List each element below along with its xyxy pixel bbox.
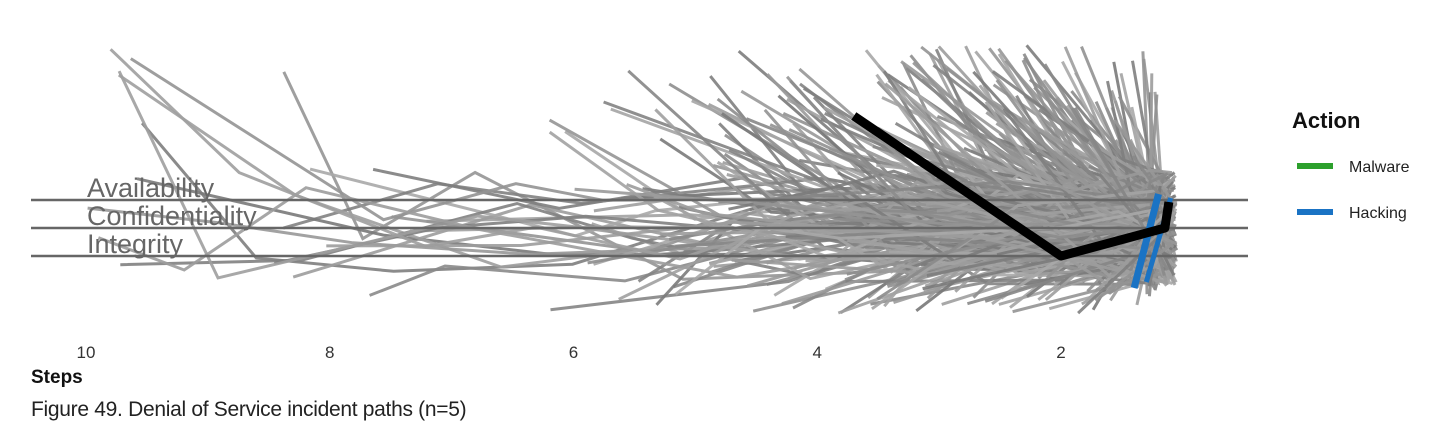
- highlighted-incident-path: [851, 112, 1174, 261]
- category-label-availability: Availability: [87, 173, 215, 203]
- background-path: [326, 220, 1167, 272]
- highlighted-path: [851, 112, 1174, 289]
- background-paths: [87, 44, 1179, 315]
- category-label-integrity: Integrity: [87, 229, 184, 259]
- x-axis-ticks: 10 8 6 4 2: [77, 343, 1066, 362]
- background-path: [789, 79, 1174, 239]
- x-tick-label: 6: [569, 343, 578, 362]
- x-axis-label: Steps: [31, 367, 83, 388]
- background-path: [1042, 210, 1161, 235]
- background-path: [1087, 140, 1169, 192]
- background-path: [1113, 119, 1173, 201]
- figure-caption: Figure 49. Denial of Service incident pa…: [31, 398, 467, 421]
- hacking-path: [1130, 193, 1162, 289]
- category-label-confidentiality: Confidentiality: [87, 201, 257, 231]
- x-tick-label: 4: [813, 343, 822, 362]
- x-tick-label: 8: [325, 343, 334, 362]
- background-path: [973, 199, 1171, 214]
- background-path: [1077, 231, 1165, 315]
- background-path: [1094, 242, 1174, 302]
- legend-title: Action: [1292, 108, 1360, 133]
- category-reference-lines: [31, 198, 1248, 258]
- background-path: [627, 69, 1174, 207]
- legend-label-hacking: Hacking: [1349, 205, 1407, 222]
- legend: Action Malware Hacking: [1292, 108, 1410, 222]
- legend-label-malware: Malware: [1349, 159, 1410, 176]
- x-tick-label: 2: [1056, 343, 1065, 362]
- background-path: [884, 82, 1163, 279]
- background-path: [1131, 155, 1169, 184]
- x-tick-label: 10: [77, 343, 96, 362]
